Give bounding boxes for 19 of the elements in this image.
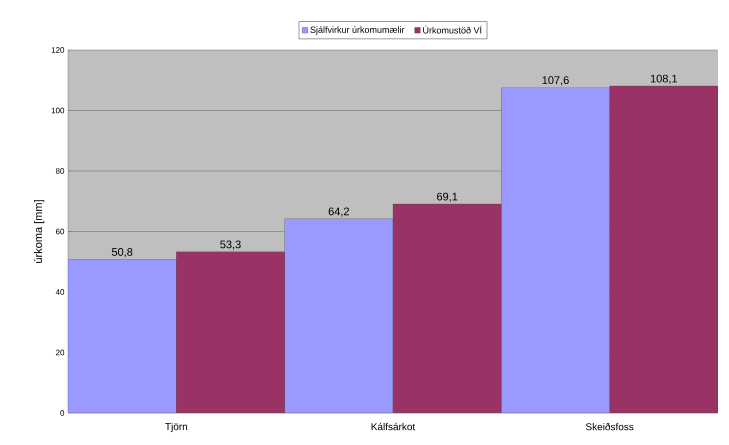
y-tick-label: 100 — [52, 108, 64, 114]
y-axis-title: úrkoma [mm] — [34, 200, 44, 263]
legend-label: Úrkomustöð VÍ — [423, 26, 482, 34]
data-label: 107,6 — [542, 76, 569, 86]
y-tick-label: 120 — [52, 47, 64, 53]
y-tick-label: 60 — [56, 228, 64, 234]
y-tick-label: 40 — [56, 289, 64, 295]
x-tick-label: Tjörn — [165, 422, 188, 432]
data-label: 64,2 — [328, 208, 349, 217]
data-label: 108,1 — [650, 74, 678, 84]
data-label: 50,8 — [112, 248, 132, 258]
y-tick-label: 20 — [56, 350, 64, 356]
y-tick-label: 80 — [56, 168, 64, 174]
data-label: 69,1 — [437, 192, 458, 202]
x-tick-label: Skeiðsfoss — [586, 422, 634, 430]
data-label: 53,3 — [220, 240, 241, 250]
legend-label: Sjálfvirkur úrkomumælir — [310, 26, 404, 35]
x-tick-label: Kálfsárkot — [372, 422, 416, 430]
y-tick-label: 0 — [60, 410, 64, 416]
